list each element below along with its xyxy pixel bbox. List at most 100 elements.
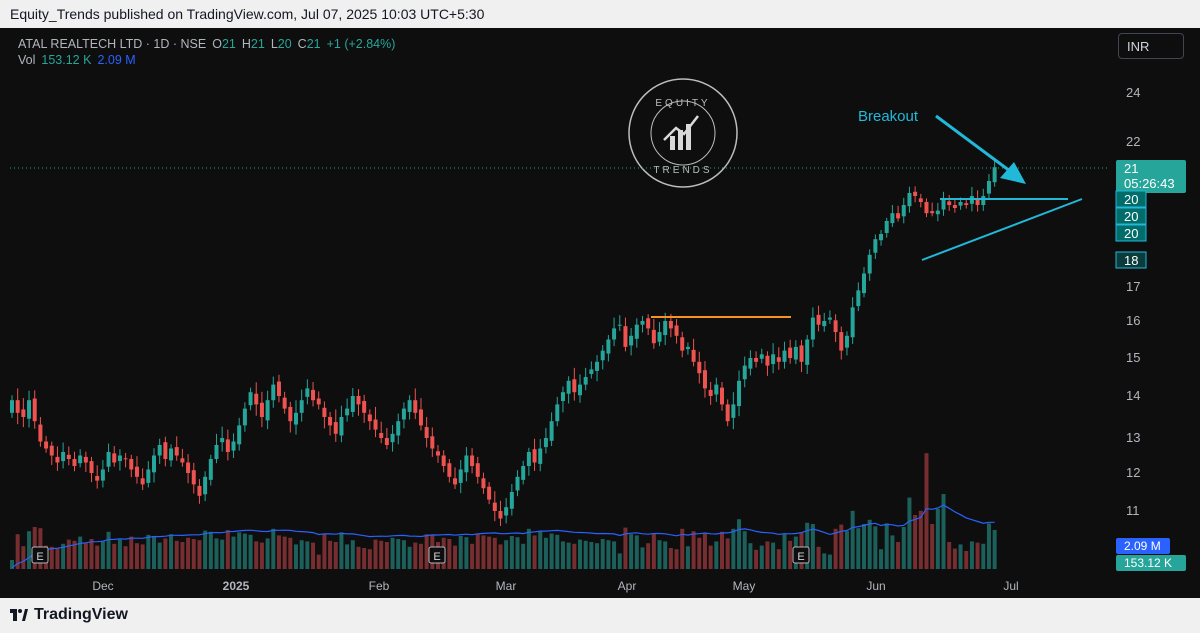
candle	[248, 392, 253, 406]
candle	[498, 511, 503, 519]
volume-bar	[49, 546, 54, 569]
currency-button[interactable]: INR	[1118, 33, 1184, 59]
legend: ATAL REALTECH LTD · 1D · NSE O21 H21 L20…	[18, 36, 395, 68]
candle	[844, 335, 849, 348]
volume-bar	[549, 533, 554, 569]
footer: TradingView	[0, 598, 1200, 633]
candle	[259, 402, 264, 417]
breakout-arrow	[935, 114, 1015, 176]
y-axis: 11 12 13 14 15 16 17 18 22 24	[1126, 85, 1140, 518]
candle	[407, 400, 412, 412]
volume-bar	[958, 544, 963, 569]
candle	[180, 458, 185, 463]
candle	[44, 441, 49, 449]
candle	[112, 453, 117, 463]
volume-bar	[214, 538, 219, 569]
candle	[742, 365, 747, 380]
volume-bar	[663, 541, 668, 569]
candle	[453, 478, 458, 485]
candle	[242, 408, 247, 426]
level-tag	[1115, 251, 1147, 269]
candle	[38, 424, 43, 442]
candle	[350, 396, 355, 412]
level-value: 20	[1124, 192, 1138, 207]
volume-bar	[646, 543, 651, 569]
volume-bar	[975, 542, 980, 569]
candle	[668, 321, 673, 329]
candle	[356, 396, 361, 405]
candle	[589, 369, 594, 374]
y-tick-label: 14	[1126, 388, 1140, 403]
candle	[862, 273, 866, 294]
y-tick-label: 13	[1126, 430, 1140, 445]
volume-bar	[299, 540, 304, 569]
volume-bar	[634, 535, 639, 569]
volume-bar	[578, 539, 582, 569]
candle	[49, 445, 54, 456]
price-chart[interactable]: EQUITY TRENDS Breakout E E E Dec 2025 Feb Mar…	[0, 28, 1200, 598]
candle	[941, 199, 946, 210]
candle	[873, 239, 878, 253]
candle	[986, 181, 991, 194]
chart-area[interactable]: EQUITY TRENDS Breakout E E E Dec 2025 Feb Mar…	[0, 28, 1200, 598]
volume-bar	[907, 497, 912, 569]
volume-bar	[288, 537, 293, 569]
candle	[95, 476, 100, 481]
candle	[100, 469, 105, 481]
volume-bar	[782, 534, 787, 569]
volume-bar	[345, 544, 350, 569]
volume-bar	[498, 544, 503, 569]
volume-bar	[475, 534, 480, 569]
candle	[833, 320, 838, 333]
candle	[816, 314, 821, 325]
x-tick-label: Dec	[92, 579, 113, 593]
volume-bar	[702, 533, 707, 569]
candle	[555, 404, 560, 422]
y-tick-label: 12	[1126, 465, 1140, 480]
volume-bar	[680, 528, 685, 569]
volume-bar	[55, 548, 60, 569]
candle	[470, 455, 475, 466]
candle	[191, 470, 196, 485]
symbol-info[interactable]: ATAL REALTECH LTD · 1D · NSE	[18, 37, 207, 51]
low-label: L	[270, 37, 278, 51]
volume-bar	[191, 539, 196, 569]
volume-bar	[731, 528, 736, 569]
candle	[731, 404, 736, 418]
candle	[134, 466, 139, 477]
candle	[651, 329, 656, 344]
candle	[964, 203, 969, 205]
volume-bar	[282, 536, 287, 569]
volume-bar	[237, 532, 242, 569]
volume-bar	[418, 543, 423, 569]
candle	[447, 463, 452, 477]
candle	[225, 439, 230, 452]
volume-bar	[464, 537, 469, 569]
candle	[311, 389, 316, 401]
volume-bar	[305, 541, 310, 569]
volume-bar	[657, 540, 662, 569]
candle	[186, 462, 191, 473]
candle	[754, 358, 759, 362]
candle	[436, 451, 440, 456]
volume-label[interactable]: Vol	[18, 53, 36, 67]
x-tick-label: May	[733, 579, 756, 593]
publish-info: Equity_Trends published on TradingView.c…	[10, 6, 485, 22]
volume-ma-tag	[1116, 538, 1170, 554]
volume-bar	[66, 539, 71, 569]
volume-bar	[316, 554, 321, 569]
volume-bar	[805, 522, 810, 569]
candle	[793, 346, 798, 360]
volume-bar	[935, 509, 940, 569]
volume-bar	[379, 540, 384, 569]
earnings-marker-label: E	[797, 551, 804, 563]
candle	[333, 422, 338, 434]
tradingview-logo[interactable]: TradingView	[10, 605, 128, 625]
candle	[163, 442, 168, 459]
volume-bar	[566, 542, 571, 569]
candle	[106, 452, 111, 467]
open-value: 21	[221, 37, 236, 51]
earnings-marker	[31, 546, 49, 564]
volume-bar	[254, 541, 259, 569]
